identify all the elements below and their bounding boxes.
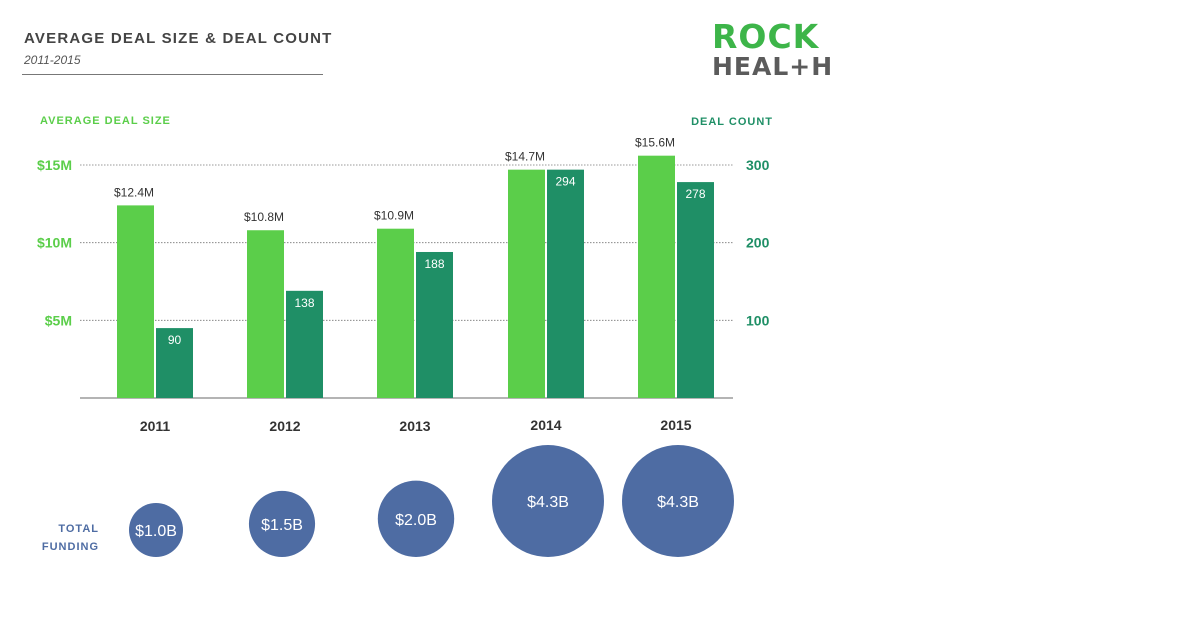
deal-count-label: 188 [424, 257, 444, 271]
year-label: 2015 [660, 417, 691, 433]
funding-bubble [622, 445, 734, 557]
deal-count-bar [156, 328, 193, 398]
deal-size-label: $10.8M [244, 210, 284, 224]
rock-health-logo: ROCK HEAL+H [712, 20, 833, 79]
funding-bubble [377, 480, 455, 557]
total-funding-title: TOTAL FUNDING [42, 523, 99, 553]
deal-size-label: $10.9M [374, 209, 414, 223]
deal-count-label: 294 [555, 175, 575, 189]
right-axis-title: DEAL COUNT [691, 116, 773, 128]
deal-count-label: 90 [168, 333, 182, 347]
funding-bubble [492, 445, 604, 557]
deal-size-bar [377, 228, 414, 398]
funding-bubble-label: $4.3B [527, 494, 569, 511]
axis-ticks: $5M $10M $15M 100 200 300 [37, 157, 770, 328]
bar-labels: $12.4M 90 $10.8M 138 $10.9M 188 $14.7M 294 $15.6… [114, 136, 706, 347]
deal-size-label: $14.7M [505, 150, 545, 164]
left-axis-title: AVERAGE DEAL SIZE [40, 115, 171, 127]
left-tick-label: $10M [37, 235, 72, 251]
logo-line-health: HEAL+H [712, 52, 834, 81]
deal-count-bar [547, 169, 584, 398]
deal-size-label: $15.6M [635, 136, 675, 150]
deal-count-bar [677, 182, 714, 398]
deal-size-label: $12.4M [114, 185, 154, 199]
deal-count-bar [416, 251, 453, 398]
funding-bubble [248, 490, 316, 557]
funding-bubble-label: $1.5B [261, 517, 303, 534]
funding-title-line: FUNDING [42, 541, 99, 553]
year-label: 2012 [269, 418, 300, 434]
year-label: 2013 [399, 418, 430, 434]
deal-size-bar [508, 169, 545, 398]
logo-line-rock: ROCK [712, 17, 820, 56]
deal-size-bar [638, 155, 675, 398]
bars [117, 155, 714, 398]
left-tick-label: $15M [37, 157, 72, 173]
right-tick-label: 100 [746, 312, 770, 328]
funding-title-line: TOTAL [58, 523, 99, 535]
deal-count-bar [286, 290, 323, 398]
deal-count-label: 278 [685, 187, 705, 201]
funding-bubble-label: $1.0B [135, 523, 177, 540]
left-tick-label: $5M [45, 312, 72, 328]
year-label: 2011 [140, 418, 171, 434]
deal-size-bar [117, 205, 154, 398]
year-label: 2014 [530, 417, 561, 433]
funding-bubble-label: $2.0B [395, 512, 437, 529]
funding-bubble-label: $4.3B [657, 494, 699, 511]
right-tick-label: 300 [746, 157, 770, 173]
year-labels: 2011 2012 2013 2014 2015 [140, 417, 692, 434]
funding-bubble [128, 502, 184, 557]
deal-size-bar [247, 230, 284, 398]
chart-subtitle: 2011-2015 [24, 53, 81, 67]
right-tick-label: 200 [746, 235, 770, 251]
title-divider [22, 74, 323, 75]
funding-bubbles: $1.0B $1.5B $2.0B $4.3B $4.3B [128, 445, 734, 557]
chart-title: AVERAGE DEAL SIZE & DEAL COUNT [24, 30, 333, 47]
deal-count-label: 138 [294, 296, 314, 310]
